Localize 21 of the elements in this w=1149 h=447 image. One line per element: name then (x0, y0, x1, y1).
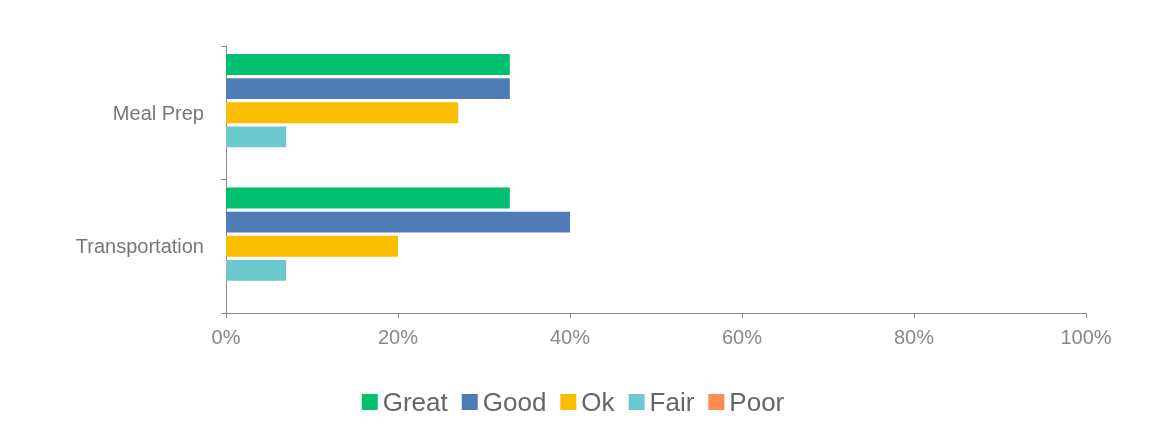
legend-label: Great (382, 387, 449, 417)
bar (226, 187, 510, 209)
x-tick-label: 60% (721, 326, 763, 348)
legend-label: Fair (649, 387, 695, 417)
legend-label: Poor (729, 387, 785, 417)
x-tick-label: 80% (893, 326, 935, 348)
bar (226, 54, 510, 75)
legend-label: Ok (581, 387, 616, 417)
bar (226, 211, 570, 233)
bar (226, 78, 510, 100)
x-tick-label: 40% (549, 326, 591, 348)
bar (226, 235, 398, 257)
x-tick-label: 20% (377, 326, 419, 348)
bar (226, 126, 287, 148)
x-tick-label: 0% (211, 326, 241, 348)
y-tick-label: Transportation (75, 235, 204, 258)
x-tick-label: 100% (1060, 326, 1112, 348)
y-tick-label: Meal Prep (112, 101, 204, 124)
legend-label: Good (482, 387, 547, 417)
bar (226, 259, 287, 281)
bar (226, 102, 459, 124)
